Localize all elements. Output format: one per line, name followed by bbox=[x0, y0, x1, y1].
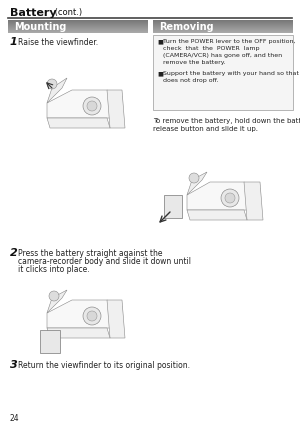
Bar bbox=[153, 27, 293, 28]
Text: Raise the viewfinder.: Raise the viewfinder. bbox=[18, 38, 98, 47]
Text: Mounting: Mounting bbox=[14, 22, 66, 32]
Polygon shape bbox=[187, 182, 260, 210]
Text: Turn the POWER lever to the OFF position,: Turn the POWER lever to the OFF position… bbox=[163, 39, 296, 44]
Bar bbox=[8, 23, 148, 24]
Circle shape bbox=[225, 193, 235, 203]
Bar bbox=[8, 20, 148, 21]
Bar bbox=[8, 26, 148, 27]
Text: Support the battery with your hand so that it: Support the battery with your hand so th… bbox=[163, 71, 300, 76]
Circle shape bbox=[87, 311, 97, 321]
Polygon shape bbox=[187, 172, 207, 195]
Polygon shape bbox=[47, 328, 110, 338]
Bar bbox=[8, 31, 148, 32]
Bar bbox=[153, 31, 293, 32]
Text: release button and slide it up.: release button and slide it up. bbox=[153, 126, 258, 132]
Text: 3: 3 bbox=[10, 360, 18, 370]
Text: Removing: Removing bbox=[159, 22, 214, 32]
Text: Press the battery straight against the: Press the battery straight against the bbox=[18, 249, 163, 258]
Polygon shape bbox=[107, 90, 125, 128]
Bar bbox=[153, 21, 293, 22]
Text: it clicks into place.: it clicks into place. bbox=[18, 265, 90, 274]
Text: ■: ■ bbox=[157, 39, 163, 44]
Circle shape bbox=[189, 173, 199, 183]
Polygon shape bbox=[107, 300, 125, 338]
Text: ■: ■ bbox=[157, 71, 163, 76]
Text: does not drop off.: does not drop off. bbox=[163, 78, 218, 83]
Text: (CAMERA/VCR) has gone off, and then: (CAMERA/VCR) has gone off, and then bbox=[163, 53, 282, 58]
Bar bbox=[8, 30, 148, 31]
Bar bbox=[153, 32, 293, 33]
Polygon shape bbox=[40, 330, 60, 353]
Polygon shape bbox=[47, 290, 67, 313]
Bar bbox=[8, 29, 148, 30]
Bar bbox=[8, 32, 148, 33]
Text: Return the viewfinder to its original position.: Return the viewfinder to its original po… bbox=[18, 361, 190, 370]
Bar bbox=[8, 22, 148, 23]
Bar bbox=[8, 25, 148, 26]
Text: To remove the battery, hold down the battery: To remove the battery, hold down the bat… bbox=[153, 118, 300, 124]
Bar bbox=[8, 21, 148, 22]
Polygon shape bbox=[47, 78, 67, 103]
Polygon shape bbox=[47, 90, 122, 118]
Polygon shape bbox=[47, 300, 122, 328]
Text: (cont.): (cont.) bbox=[52, 8, 82, 17]
Circle shape bbox=[47, 79, 57, 89]
Circle shape bbox=[87, 101, 97, 111]
Bar bbox=[153, 20, 293, 21]
Text: 2: 2 bbox=[10, 248, 18, 258]
Text: camera-recorder body and slide it down until: camera-recorder body and slide it down u… bbox=[18, 257, 191, 266]
Bar bbox=[8, 27, 148, 28]
Text: Battery: Battery bbox=[10, 8, 57, 18]
Circle shape bbox=[83, 97, 101, 115]
Bar bbox=[153, 26, 293, 27]
Bar bbox=[153, 30, 293, 31]
Bar bbox=[153, 28, 293, 29]
Text: 1: 1 bbox=[10, 37, 18, 47]
Text: 24: 24 bbox=[10, 414, 20, 423]
Bar bbox=[153, 24, 293, 25]
Text: check  that  the  POWER  lamp: check that the POWER lamp bbox=[163, 46, 260, 51]
Bar bbox=[153, 22, 293, 23]
Bar bbox=[153, 23, 293, 24]
Bar bbox=[8, 24, 148, 25]
Polygon shape bbox=[244, 182, 263, 220]
Circle shape bbox=[49, 291, 59, 301]
Polygon shape bbox=[47, 118, 110, 128]
Polygon shape bbox=[164, 195, 182, 218]
Text: remove the battery.: remove the battery. bbox=[163, 60, 226, 65]
Circle shape bbox=[221, 189, 239, 207]
Polygon shape bbox=[187, 210, 247, 220]
Circle shape bbox=[83, 307, 101, 325]
Bar bbox=[153, 25, 293, 26]
Bar bbox=[8, 28, 148, 29]
Bar bbox=[153, 29, 293, 30]
Bar bbox=[153, 35, 293, 110]
